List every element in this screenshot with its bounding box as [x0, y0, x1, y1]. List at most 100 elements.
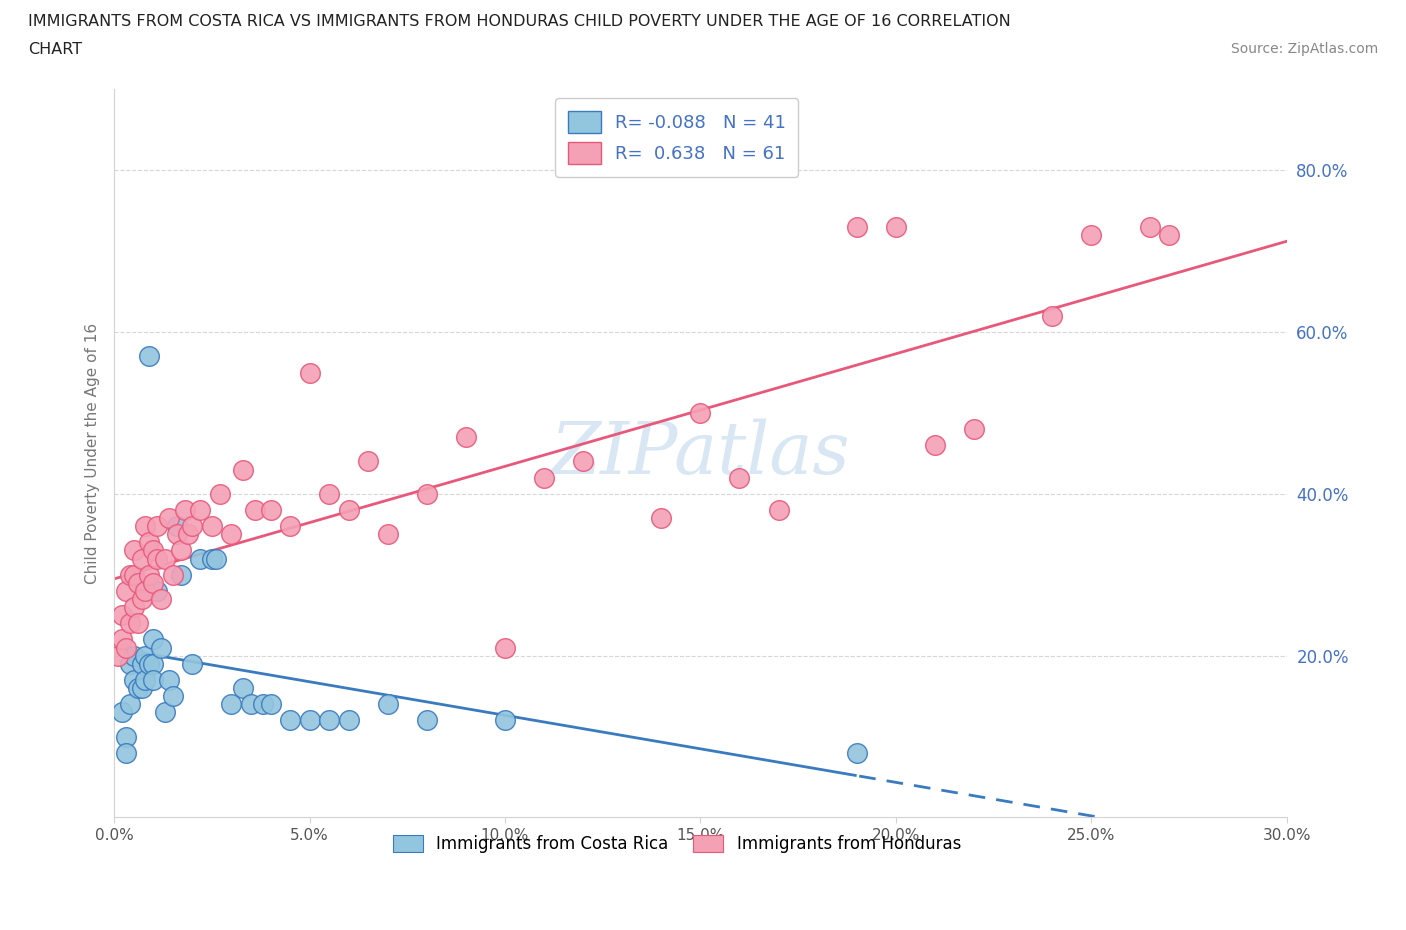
- Point: [377, 527, 399, 542]
- Point: [318, 486, 340, 501]
- Point: [1139, 219, 1161, 234]
- Point: [115, 729, 138, 744]
- Point: [259, 502, 281, 517]
- Point: [127, 681, 149, 696]
- Point: [115, 745, 138, 760]
- Point: [494, 713, 516, 728]
- Point: [127, 576, 149, 591]
- Point: [122, 648, 145, 663]
- Point: [153, 551, 176, 566]
- Point: [232, 681, 254, 696]
- Point: [115, 640, 138, 655]
- Point: [111, 607, 134, 622]
- Point: [166, 519, 188, 534]
- Point: [138, 349, 160, 364]
- Point: [122, 567, 145, 582]
- Point: [142, 672, 165, 687]
- Point: [142, 632, 165, 647]
- Point: [173, 502, 195, 517]
- Point: [318, 713, 340, 728]
- Point: [278, 519, 301, 534]
- Point: [162, 688, 184, 703]
- Point: [252, 697, 274, 711]
- Point: [689, 405, 711, 420]
- Point: [416, 486, 439, 501]
- Point: [127, 616, 149, 631]
- Point: [728, 471, 751, 485]
- Point: [337, 713, 360, 728]
- Point: [153, 705, 176, 720]
- Point: [1040, 309, 1063, 324]
- Point: [150, 591, 173, 606]
- Point: [243, 502, 266, 517]
- Point: [845, 745, 868, 760]
- Point: [188, 502, 211, 517]
- Point: [181, 519, 204, 534]
- Point: [111, 705, 134, 720]
- Point: [107, 648, 129, 663]
- Point: [201, 551, 224, 566]
- Point: [239, 697, 262, 711]
- Point: [177, 527, 200, 542]
- Point: [768, 502, 790, 517]
- Point: [572, 454, 595, 469]
- Point: [122, 672, 145, 687]
- Point: [169, 543, 191, 558]
- Point: [259, 697, 281, 711]
- Point: [924, 438, 946, 453]
- Point: [162, 567, 184, 582]
- Point: [131, 657, 153, 671]
- Point: [1080, 228, 1102, 243]
- Point: [134, 583, 156, 598]
- Point: [169, 567, 191, 582]
- Point: [131, 551, 153, 566]
- Point: [454, 430, 477, 445]
- Point: [204, 551, 226, 566]
- Point: [138, 567, 160, 582]
- Point: [118, 697, 141, 711]
- Point: [118, 657, 141, 671]
- Point: [221, 697, 243, 711]
- Point: [494, 640, 516, 655]
- Text: Source: ZipAtlas.com: Source: ZipAtlas.com: [1230, 42, 1378, 56]
- Point: [138, 535, 160, 550]
- Point: [201, 519, 224, 534]
- Point: [111, 632, 134, 647]
- Point: [115, 583, 138, 598]
- Point: [131, 681, 153, 696]
- Point: [146, 519, 169, 534]
- Point: [142, 657, 165, 671]
- Point: [181, 657, 204, 671]
- Point: [963, 421, 986, 436]
- Point: [298, 365, 321, 380]
- Point: [157, 511, 180, 525]
- Point: [166, 527, 188, 542]
- Point: [208, 486, 231, 501]
- Text: ZIPatlas: ZIPatlas: [551, 418, 851, 488]
- Point: [134, 672, 156, 687]
- Point: [118, 567, 141, 582]
- Text: IMMIGRANTS FROM COSTA RICA VS IMMIGRANTS FROM HONDURAS CHILD POVERTY UNDER THE A: IMMIGRANTS FROM COSTA RICA VS IMMIGRANTS…: [28, 14, 1011, 29]
- Point: [131, 591, 153, 606]
- Point: [278, 713, 301, 728]
- Point: [188, 551, 211, 566]
- Point: [146, 583, 169, 598]
- Text: CHART: CHART: [28, 42, 82, 57]
- Point: [142, 576, 165, 591]
- Point: [150, 640, 173, 655]
- Point: [337, 502, 360, 517]
- Point: [884, 219, 907, 234]
- Point: [232, 462, 254, 477]
- Point: [533, 471, 555, 485]
- Point: [134, 519, 156, 534]
- Point: [650, 511, 672, 525]
- Point: [221, 527, 243, 542]
- Point: [134, 648, 156, 663]
- Point: [377, 697, 399, 711]
- Point: [118, 616, 141, 631]
- Point: [146, 551, 169, 566]
- Point: [416, 713, 439, 728]
- Y-axis label: Child Poverty Under the Age of 16: Child Poverty Under the Age of 16: [86, 323, 100, 584]
- Point: [142, 543, 165, 558]
- Point: [298, 713, 321, 728]
